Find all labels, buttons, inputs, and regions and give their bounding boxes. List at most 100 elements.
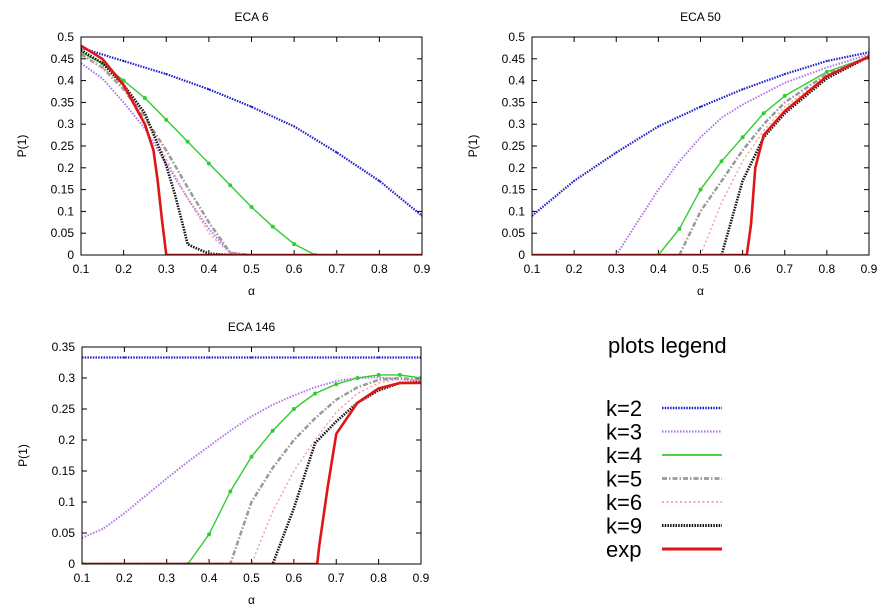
series-line-k9 (720, 55, 869, 255)
y-axis-label: P(1) (16, 444, 30, 467)
series-line-k6 (699, 55, 869, 255)
y-tick-label: 0.45 (51, 52, 75, 66)
series-point-k4 (334, 382, 339, 387)
y-tick-label: 0.15 (52, 464, 76, 478)
y-tick-label: 0.25 (51, 139, 75, 153)
y-tick-label: 0.05 (51, 226, 75, 240)
series-point-k4 (677, 226, 682, 231)
y-tick-label: 0.25 (502, 139, 526, 153)
series-point-k4 (185, 139, 190, 144)
series-point-k2 (377, 356, 380, 359)
x-tick-label: 0.5 (692, 262, 709, 276)
x-tick-label: 0.3 (608, 262, 625, 276)
series-point-k4 (207, 532, 212, 537)
series-point-k4 (740, 135, 745, 140)
series-line-k2 (532, 51, 869, 217)
series-point-k4 (228, 183, 233, 188)
x-tick-label: 0.9 (861, 262, 878, 276)
y-tick-label: 0.15 (502, 183, 526, 197)
series-point-k4 (761, 111, 766, 116)
series-point-k2 (123, 356, 126, 359)
y-tick-label: 0.3 (58, 371, 75, 385)
y-tick-label: 0.2 (57, 161, 74, 175)
x-tick-label: 0.9 (413, 571, 430, 585)
series-line-exp (82, 381, 421, 564)
y-tick-label: 0.5 (57, 30, 74, 44)
series-line-k9 (81, 48, 231, 255)
x-tick-label: 0.7 (328, 571, 345, 585)
series-point-k2 (378, 179, 381, 182)
x-tick-label: 0.4 (650, 262, 667, 276)
series-line-k2 (81, 46, 422, 217)
x-tick-label: 0.4 (201, 262, 218, 276)
x-tick-label: 0.8 (819, 262, 836, 276)
y-tick-label: 0.05 (502, 226, 526, 240)
y-tick-label: 0.2 (58, 433, 75, 447)
plot-frame (80, 36, 423, 256)
chart-title: ECA 6 (234, 10, 268, 24)
legend-label-k5: k=5 (606, 467, 642, 492)
series-line-k4 (82, 374, 421, 564)
y-tick-label: 0.35 (502, 95, 526, 109)
series-point-k2 (825, 59, 828, 62)
x-tick-label: 0.7 (776, 262, 793, 276)
y-tick-label: 0.3 (57, 117, 74, 131)
y-tick-label: 0.3 (508, 117, 525, 131)
series-point-k2 (335, 356, 338, 359)
legend-label-k9: k=9 (606, 514, 642, 539)
series-point-k4 (782, 93, 787, 98)
series-line-exp (532, 55, 869, 255)
x-tick-label: 0.6 (286, 571, 303, 585)
series-line-k5 (82, 376, 421, 564)
x-tick-label: 0.5 (243, 262, 260, 276)
series-line-k5 (81, 53, 252, 255)
y-tick-label: 0.05 (52, 526, 76, 540)
series-point-k2 (657, 125, 660, 128)
legend-label-exp: exp (606, 537, 641, 562)
series-point-k4 (249, 205, 254, 210)
series-line-k4 (657, 55, 869, 255)
series-point-k4 (292, 242, 297, 247)
y-tick-label: 0.35 (52, 340, 76, 354)
series-point-k4 (228, 489, 233, 494)
legend-label-k6: k=6 (606, 490, 642, 515)
series-point-k4 (249, 454, 254, 459)
x-tick-label: 0.2 (116, 571, 133, 585)
series-point-k4 (121, 78, 126, 83)
series-point-k4 (719, 159, 724, 164)
y-tick-label: 0.1 (58, 495, 75, 509)
x-tick-label: 0.4 (201, 571, 218, 585)
series-point-k2 (615, 151, 618, 154)
plot-frame (81, 346, 422, 565)
x-tick-label: 0.3 (158, 571, 175, 585)
plot-frame (531, 36, 870, 256)
y-tick-label: 0.15 (51, 183, 75, 197)
x-tick-label: 0.5 (243, 571, 260, 585)
x-tick-label: 0.8 (371, 262, 388, 276)
y-tick-label: 0 (518, 248, 525, 262)
series-point-k4 (291, 407, 296, 411)
y-axis-label: P(1) (466, 135, 480, 158)
series-point-k4 (270, 224, 275, 229)
series-point-k4 (270, 428, 275, 433)
y-tick-label: 0.45 (502, 52, 526, 66)
series-group (81, 44, 422, 255)
series-point-k2 (783, 73, 786, 76)
series-line-k3 (615, 53, 869, 255)
chart-eca-146: ECA 146 0.1 0.2 0.3 0.4 0.5 0.6 0.7 0.8 0.9 0 0.05 0… (16, 320, 430, 607)
series-point-k4 (313, 391, 318, 396)
series-point-k4 (397, 372, 402, 377)
x-tick-label: 0.6 (286, 262, 303, 276)
x-tick-label: 0.2 (566, 262, 583, 276)
legend-label-k4: k=4 (606, 443, 642, 468)
series-point-k2 (165, 356, 168, 359)
series-line-exp (81, 44, 422, 255)
chart-title: ECA 50 (680, 10, 721, 24)
series-line-k3 (81, 62, 252, 255)
series-line-k5 (678, 55, 869, 255)
series-point-k4 (206, 161, 211, 166)
x-tick-label: 0.3 (158, 262, 175, 276)
series-point-k2 (573, 179, 576, 182)
x-tick-label: 0.1 (73, 262, 90, 276)
